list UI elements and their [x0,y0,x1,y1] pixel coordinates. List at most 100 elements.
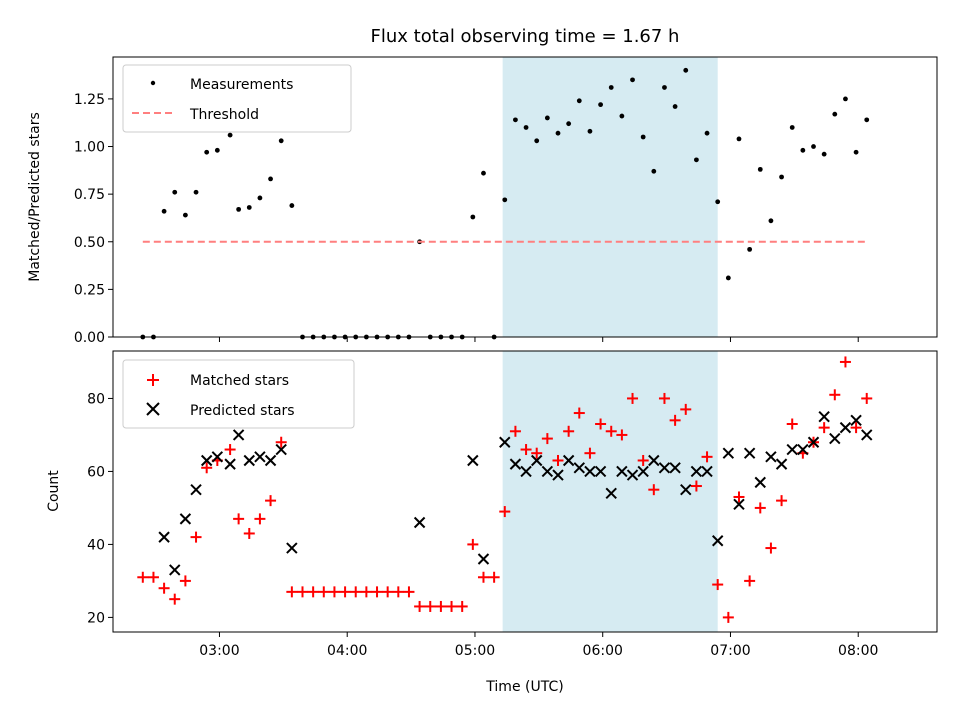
ratio-data-layer [140,67,870,340]
predicted-stars-point [839,421,852,434]
measurements-point [715,199,721,205]
predicted-stars-point [200,454,213,467]
matched-stars-point [190,531,202,543]
predicted-stars-point [669,462,681,474]
legend-predicted-marker [146,402,160,416]
matched-stars-point [488,571,500,583]
observing-window-shade-top [502,57,718,337]
predicted-stars-point [520,465,532,478]
matched-stars-point [446,600,458,612]
measurements-point [853,149,859,155]
measurements-point [619,113,625,119]
ratio-y-tick-label: 0.25 [74,282,105,298]
predicted-stars-point [786,443,798,456]
predicted-stars-point [509,458,522,470]
predicted-stars-point [224,458,236,470]
predicted-stars-point [264,454,277,467]
matched-stars-point [339,586,351,598]
measurements-point [227,132,233,138]
matched-stars-point [839,356,851,368]
matched-stars-point [531,447,543,459]
measurements-point [864,117,870,123]
matched-stars-point [658,392,670,404]
matched-stars-point [147,571,159,583]
matched-stars-point [456,600,468,612]
measurements-point [534,138,540,144]
measurements-point [747,246,753,252]
matched-stars-point [680,403,692,415]
predicted-stars-point [637,465,649,478]
legend-measurements-label: Measurements [190,77,293,93]
predicted-stars-point [211,451,224,463]
predicted-stars-point [829,432,841,445]
matched-stars-point [286,586,298,598]
measurements-point [672,104,678,109]
predicted-stars-point [413,516,426,529]
ratio-axes-frame [112,56,938,338]
legend-matched-marker [147,374,159,386]
matched-stars-point [350,586,362,598]
measurements-point [289,203,295,208]
matched-stars-point [307,586,319,598]
matched-stars-point [499,506,511,518]
predicted-stars-point [616,465,628,478]
measurements-point [470,214,476,220]
legend-threshold-label: Threshold [189,107,259,123]
measurements-point [268,176,273,182]
predicted-stars-point [499,436,511,448]
matched-stars-point [627,392,639,404]
matched-stars-point [648,484,660,496]
matched-stars-point [754,502,766,514]
matched-stars-point [861,392,873,404]
measurements-point [768,218,774,224]
predicted-stars-point [861,429,873,441]
legend-predicted-label: Predicted stars [190,403,295,419]
measurements-point [544,115,550,121]
predicted-stars-point [286,542,298,554]
counts-data-layer [137,356,873,623]
panel-ratio: 0.00 0.25 0.50 0.75 1.00 1.25 Matched/Predict… [27,56,938,346]
ratio-legend-box [122,64,352,133]
measurements-point [683,67,689,73]
ratio-y-tick-label: 1.00 [74,140,105,156]
ratio-legend: Measurements Threshold [122,64,352,133]
predicted-stars-point [775,458,788,470]
predicted-stars-point [190,483,202,496]
predicted-stars-point [754,476,766,489]
predicted-stars-point [743,447,756,459]
measurements-point [523,125,529,130]
matched-stars-point [254,513,266,525]
measurements-point [502,197,508,203]
chart-title: Flux total observing time = 1.67 h [371,26,680,47]
measurements-point [566,121,572,127]
predicted-stars-point [722,447,735,459]
predicted-stars-point [552,469,564,481]
measurements-point [598,102,603,108]
matched-stars-point [201,462,213,474]
matched-stars-point [573,407,585,419]
x-tick-label: 08:00 [838,643,878,659]
measurements-point [513,117,518,123]
legend-matched-label: Matched stars [190,373,289,389]
matched-stars-point [137,571,149,583]
measurements-point [694,157,699,163]
matched-stars-point [541,433,553,445]
predicted-stars-point [711,535,724,547]
counts-y-axis-label: Count [46,470,62,512]
predicted-stars-point [701,465,713,478]
matched-stars-point [371,586,383,598]
counts-y-tick-label: 20 [87,610,105,626]
predicted-stars-point [594,465,607,478]
matched-stars-point [850,422,862,434]
predicted-stars-point [807,436,820,448]
matched-stars-point [786,418,798,430]
matched-stars-point [712,579,724,591]
matched-stars-point [669,414,681,426]
predicted-stars-point [243,454,255,467]
predicted-stars-point [818,410,830,423]
x-tick-label: 06:00 [583,643,623,659]
predicted-stars-point [573,462,586,474]
predicted-stars-point [765,451,777,463]
measurements-point [662,85,667,90]
x-tick-label: 03:00 [199,643,239,659]
